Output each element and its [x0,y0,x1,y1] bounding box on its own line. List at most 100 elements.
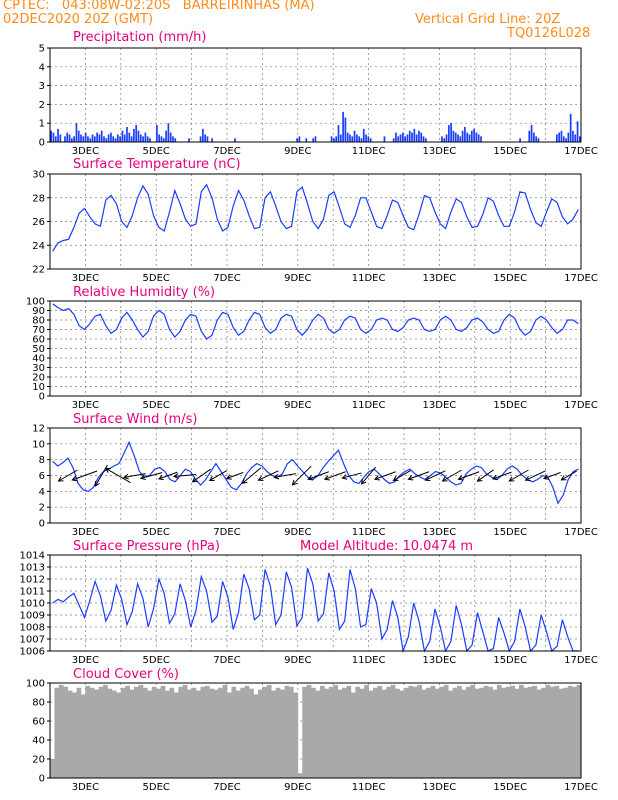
wind-arrow-shaft [105,467,131,484]
precip-bar [305,138,308,142]
x-tick-label: 13DEC [423,782,457,793]
y-tick-label: 10 [32,439,45,450]
wind-arrow-head [476,476,483,482]
precip-bar [59,134,62,142]
precip-bar [105,138,108,142]
cloud-bar [302,686,307,778]
cloud-bar [527,686,533,778]
precip-bar [146,136,149,142]
precip-bar [137,130,140,142]
precip-bar [169,132,172,142]
y-tick-label: 1008 [20,623,45,634]
y-tick-label: 4 [39,62,45,73]
cloud-bar [399,690,405,778]
precip-bar [556,134,558,142]
precip-bar [447,125,450,142]
x-tick-label: 9DEC [284,655,311,666]
y-tick-label: 10 [32,382,45,393]
y-tick-label: 2 [39,503,45,514]
cloud-bar [89,687,95,778]
x-tick-label: 17DEC [564,146,598,157]
cloud-bar [107,688,113,778]
cloud-bar [63,686,68,778]
precip-bar [100,130,103,142]
precip-bar [537,138,540,142]
cloud-bar [151,686,157,778]
y-tick-label: 2 [39,100,45,111]
cloud-bar [240,687,245,778]
wind-arrow [191,468,211,483]
precip-bar [149,138,151,142]
x-tick-label: 17DEC [564,273,598,284]
cloud-bar [479,687,484,778]
x-tick-label: 15DEC [493,782,527,793]
wind-arrow [508,469,529,482]
cloud-bar [576,684,582,778]
cloud-bar [125,685,130,778]
y-tick-label: 1012 [20,575,45,586]
x-tick-label: 11DEC [352,273,386,284]
wind-arrow [157,471,178,481]
cloud-bar [496,684,502,778]
precip-bar [75,123,78,142]
x-tick-label: 9DEC [284,527,311,538]
precip-bar [133,128,135,142]
wind-arrow [476,469,494,482]
wind-arrow [225,472,244,480]
y-tick-label: 5 [39,44,45,55]
x-tick-label: 3DEC [72,146,99,157]
wind-arrow-shaft [509,469,529,482]
wind-arrow [122,473,146,480]
y-tick-label: 26 [32,217,45,228]
cloud-bar [76,687,82,778]
precip-bar [533,132,535,142]
cloud-bar [191,687,197,778]
cloud-bar [213,689,219,778]
wind-arrow-head [457,475,464,481]
precip-bar [445,134,448,142]
x-tick-label: 5DEC [143,782,170,793]
cloud-bar [457,685,462,778]
wind-arrow [57,469,78,482]
wind-arrow-head [157,474,164,481]
cloud-bar [408,685,414,778]
y-tick-label: 1010 [20,599,45,610]
precip-bar [174,138,177,142]
wind-arrow-head [307,475,314,481]
x-tick-label: 3DEC [72,400,99,411]
panel-frame [49,682,582,779]
wind-arrow-head [208,475,215,481]
wind-arrow-head [104,467,111,473]
precip-bar [353,130,356,142]
wind-arrow-head [57,476,64,482]
wind-arrow [457,471,480,481]
precip-bar [121,130,124,142]
x-tick-label: 11DEC [352,146,386,157]
cloud-bar [120,687,126,778]
cloud-bar [501,687,507,778]
cloud-bar [244,685,250,778]
wind-arrow [392,470,411,481]
wind-arrow-head [392,475,399,481]
x-tick-label: 9DEC [284,400,311,411]
precip-bar [459,136,462,142]
wind-arrow-head [273,473,280,480]
x-tick-label: 11DEC [352,655,386,666]
precip-bar [162,138,165,142]
precip-bar [128,132,131,142]
cloud-bar [311,687,316,778]
model-altitude-label: Model Altitude: 10.0474 m [300,539,473,554]
wind-arrow-shaft [324,471,346,480]
panel-0: 0 1 2 3 4 5 3DEC 5DEC 7DEC 9DEC 11DEC 13DEC 15DEC 17D… [39,30,598,157]
precip-bar [392,138,395,142]
wind-arrow [273,473,297,480]
cloud-bar [324,688,330,778]
y-tick-label: 1009 [20,611,45,622]
precip-bar [330,136,333,142]
x-tick-label: 13DEC [423,400,457,411]
precip-bar [80,134,82,142]
cloud-bar [390,684,396,778]
precip-bar [64,136,66,142]
wind-arrow-shaft [492,471,512,480]
header-datetime: 02DEC2020 20Z (GMT) [3,12,154,27]
